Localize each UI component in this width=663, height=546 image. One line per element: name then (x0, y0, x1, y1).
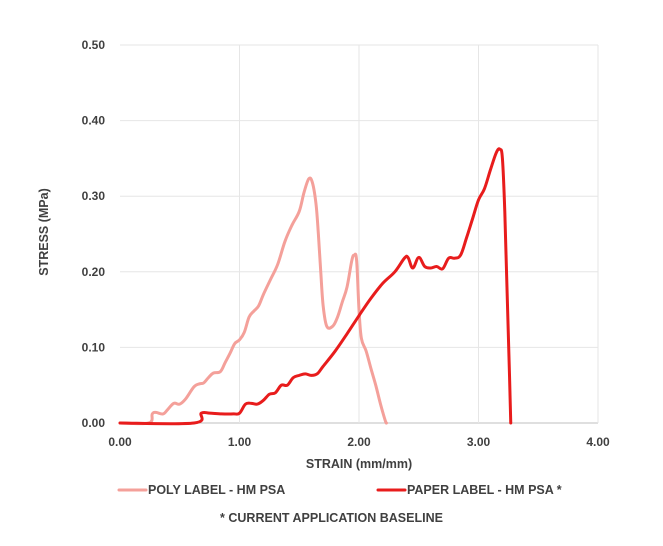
y-tick-label: 0.10 (82, 340, 106, 354)
footnote: * CURRENT APPLICATION BASELINE (220, 511, 443, 525)
y-tick-label: 0.00 (82, 416, 106, 430)
x-tick-label: 2.00 (347, 435, 371, 449)
series-line-paper-label (118, 147, 513, 426)
x-axis-title: STRAIN (mm/mm) (306, 457, 412, 471)
y-axis-title: STRESS (MPa) (37, 188, 51, 276)
tick-labels: 0.00 0.10 0.20 0.30 0.40 0.50 0.00 1.00 2.00 3.00… (82, 38, 610, 449)
y-tick-label: 0.20 (82, 265, 106, 279)
y-tick-label: 0.30 (82, 189, 106, 203)
y-tick-label: 0.50 (82, 38, 106, 52)
legend-label-poly: POLY LABEL - HM PSA (148, 483, 285, 497)
legend-label-paper: PAPER LABEL - HM PSA * (407, 483, 562, 497)
x-tick-label: 3.00 (467, 435, 491, 449)
legend: POLY LABEL - HM PSA PAPER LABEL - HM PSA… (117, 483, 562, 497)
series-lines (118, 147, 513, 426)
x-tick-label: 0.00 (108, 435, 132, 449)
y-tick-label: 0.40 (82, 114, 106, 128)
x-tick-label: 1.00 (228, 435, 252, 449)
series-line-poly-label (118, 176, 388, 426)
gridlines (120, 44, 599, 424)
x-tick-label: 4.00 (586, 435, 610, 449)
